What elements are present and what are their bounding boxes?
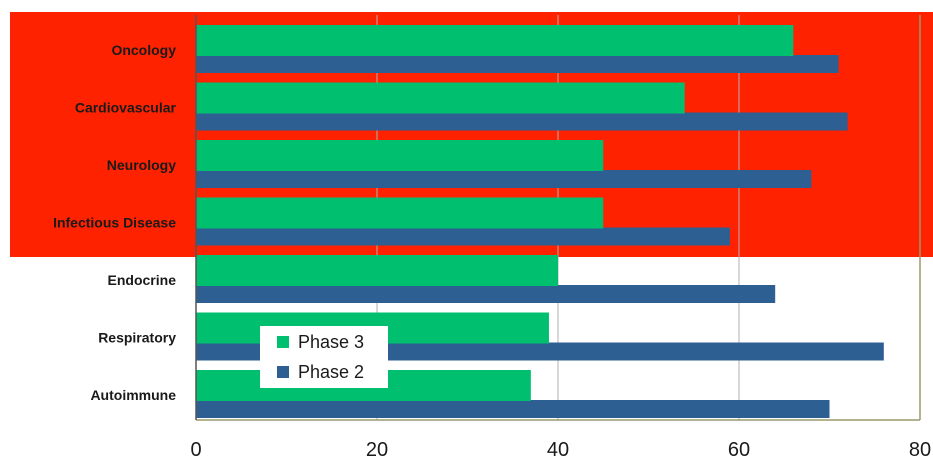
x-tick-label: 60 [728,439,750,461]
bar-phase-2 [196,285,776,303]
x-tick-label: 40 [547,439,569,461]
bar-phase-2 [196,55,839,73]
x-tick-label: 0 [190,439,201,461]
legend-label: Phase 3 [298,332,364,352]
bar-phase-2 [196,112,848,131]
y-category-label: Cardiovascular [75,100,177,116]
bar-phase-2 [196,170,812,188]
y-category-label: Endocrine [108,272,177,288]
y-category-label: Respiratory [98,330,176,346]
bar-phase-3 [196,197,604,229]
y-category-label: Autoimmune [90,387,176,403]
bar-phase-3 [196,140,604,171]
bar-phase-2 [196,400,830,418]
bar-phase-3 [196,255,558,286]
y-category-label: Neurology [107,157,176,173]
y-category-label: Oncology [111,42,176,58]
bar-phase-2 [196,227,730,246]
legend-label: Phase 2 [298,362,364,382]
y-category-label: Infectious Disease [53,215,176,231]
legend-swatch [277,366,289,378]
x-tick-label: 80 [909,439,931,461]
bar-phase-3 [196,82,685,114]
legend-swatch [277,336,289,348]
x-tick-label: 20 [366,439,388,461]
bar-phase-3 [196,25,794,56]
